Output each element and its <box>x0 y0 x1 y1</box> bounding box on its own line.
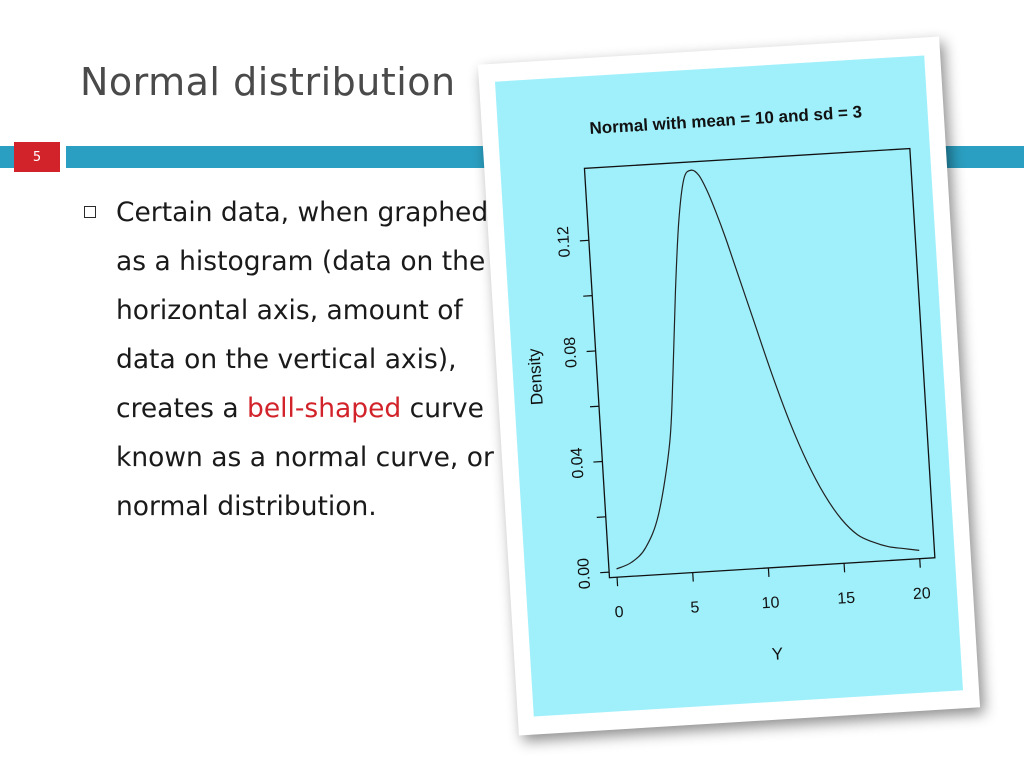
normal-density-chart: Normal with mean = 10 and sd = 3 0 5 10 15 2… <box>524 102 936 664</box>
density-curve <box>616 169 920 570</box>
y-tick-label: 0.08 <box>562 336 581 368</box>
title-band-left <box>0 146 14 168</box>
y-tick <box>579 239 589 242</box>
x-tick-label: 10 <box>761 594 780 612</box>
y-tick <box>593 460 603 463</box>
y-axis-label: Density <box>524 347 546 405</box>
x-tick <box>919 558 921 568</box>
y-tick-label: 0.04 <box>568 447 587 479</box>
y-minor-tick <box>583 295 593 297</box>
x-tick <box>843 563 846 573</box>
x-tick <box>767 567 770 577</box>
bullet-highlight: bell-shaped <box>247 393 402 424</box>
x-tick-label: 5 <box>690 599 700 617</box>
square-bullet-icon <box>84 206 96 218</box>
x-tick-label: 20 <box>913 585 932 603</box>
y-tick-label: 0.12 <box>555 226 574 258</box>
chart-title: Normal with mean = 10 and sd = 3 <box>589 102 863 138</box>
x-axis-label: Y <box>771 644 783 664</box>
slide-number: 5 <box>14 142 60 172</box>
chart-background: Normal with mean = 10 and sd = 3 0 5 10 15 2… <box>494 55 964 717</box>
slide-title: Normal distribution <box>80 60 456 104</box>
y-minor-tick <box>596 516 606 518</box>
chart-photo-frame: Normal with mean = 10 and sd = 3 0 5 10 15 2… <box>477 36 981 736</box>
x-tick-label: 15 <box>837 590 856 608</box>
x-tick <box>692 572 694 582</box>
bullet-text: Certain data, when graphed as a histogra… <box>116 188 506 531</box>
y-minor-tick <box>589 405 600 408</box>
bullet-text-before: Certain data, when graphed as a histogra… <box>116 197 489 424</box>
y-tick-label: 0.00 <box>575 557 594 589</box>
y-tick <box>586 350 596 353</box>
bullet-text-after: curve known as a normal curve, or normal… <box>116 393 494 522</box>
x-tick <box>616 577 619 587</box>
y-tick <box>600 571 610 574</box>
x-tick-label: 0 <box>614 604 624 622</box>
plot-frame <box>583 147 936 579</box>
